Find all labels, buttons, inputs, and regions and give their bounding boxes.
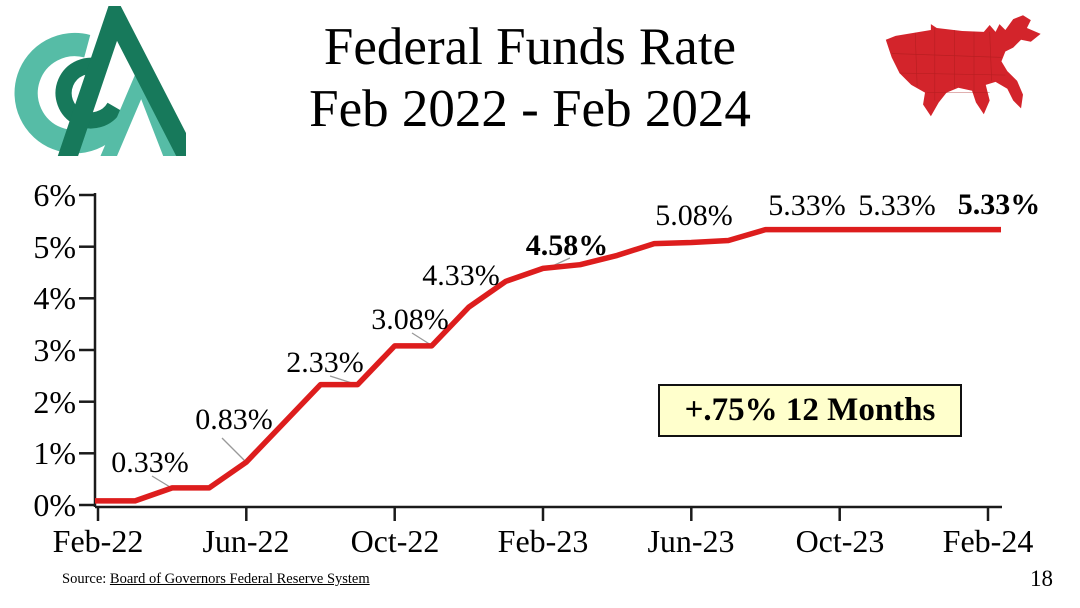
x-tick-oct22: Oct-22: [350, 523, 440, 559]
x-tick-oct23: Oct-23: [795, 523, 885, 559]
y-tick-6: 6%: [33, 177, 76, 213]
data-label-0-83: 0.83%: [195, 403, 273, 436]
y-tick-3: 3%: [33, 332, 76, 368]
data-label-5-33-b: 5.33%: [858, 189, 936, 222]
usa-state-lines: [891, 27, 1006, 101]
x-tick-jun23: Jun-23: [647, 523, 735, 559]
x-tick-feb22: Feb-22: [52, 523, 144, 559]
data-label-4-33: 4.33%: [422, 259, 500, 292]
data-label-5-33-a: 5.33%: [768, 189, 846, 222]
x-tick-feb24: Feb-24: [942, 523, 1034, 559]
rate-line: [95, 226, 1001, 504]
source-note: Source: Board of Governors Federal Reser…: [62, 571, 370, 588]
usa-map-icon: [885, 15, 1041, 117]
data-label-5-08: 5.08%: [655, 199, 733, 232]
y-tick-2: 2%: [33, 384, 76, 420]
y-tick-4: 4%: [33, 280, 76, 316]
rate-change-callout: +.75% 12 Months: [658, 384, 962, 437]
title-block: Federal Funds Rate Feb 2022 - Feb 2024: [170, 16, 890, 140]
x-tick-marks: [96, 507, 990, 521]
page-title: Federal Funds Rate: [323, 18, 737, 76]
y-tick-1: 1%: [33, 435, 76, 471]
logo-green-peak: [57, 6, 186, 156]
data-label-5-33-c: 5.33%: [957, 188, 1041, 221]
data-label-2-33: 2.33%: [286, 346, 364, 379]
y-tick-5: 5%: [33, 229, 76, 265]
logo-outer-c: [14, 32, 130, 154]
page-number: 18: [1030, 566, 1053, 591]
x-tick-jun22: Jun-22: [202, 523, 290, 559]
logo-inner-c: [55, 57, 122, 129]
source-link[interactable]: Board of Governors Federal Reserve Syste…: [109, 571, 370, 587]
page-subtitle: Feb 2022 - Feb 2024: [309, 80, 751, 138]
ccm-logo: [14, 6, 186, 156]
y-tick-marks: [79, 193, 95, 507]
usa-silhouette: [885, 15, 1041, 117]
data-label-4-58: 4.58%: [525, 229, 609, 262]
x-tick-feb23: Feb-23: [497, 523, 589, 559]
source-prefix: Source:: [62, 571, 110, 587]
data-label-3-08: 3.08%: [371, 303, 449, 336]
y-tick-0: 0%: [33, 487, 76, 523]
data-label-0-33: 0.33%: [111, 446, 189, 479]
